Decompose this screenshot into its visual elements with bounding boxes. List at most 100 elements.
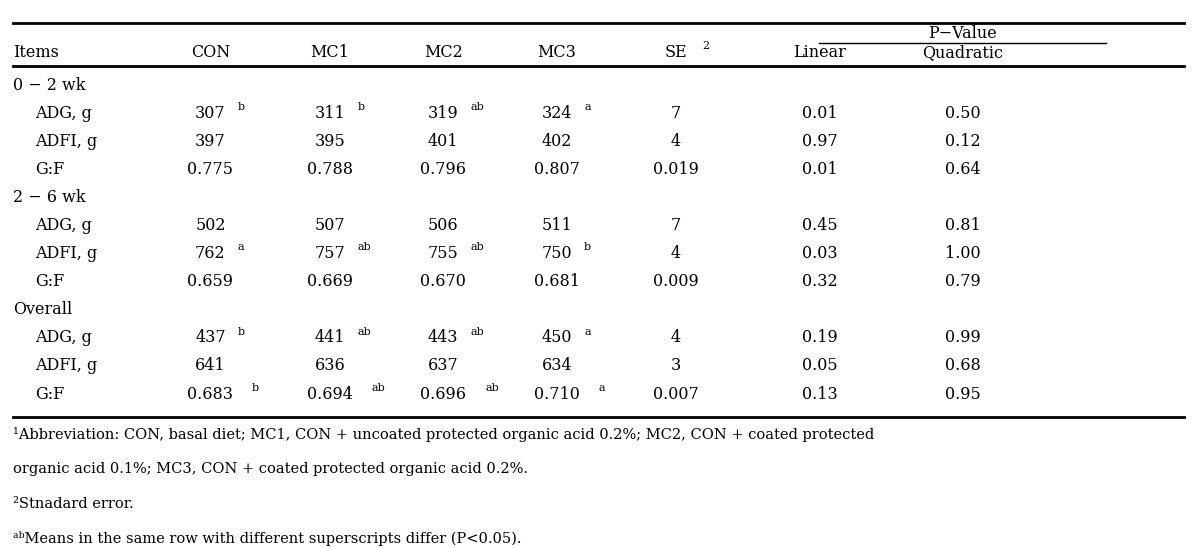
Text: 636: 636 [315, 357, 345, 374]
Text: ᵃᵇMeans in the same row with different superscripts differ (P<0.05).: ᵃᵇMeans in the same row with different s… [13, 531, 522, 546]
Text: 7: 7 [672, 105, 681, 122]
Text: 634: 634 [541, 357, 572, 374]
Text: a: a [598, 383, 606, 392]
Text: Quadratic: Quadratic [922, 44, 1003, 61]
Text: 437: 437 [195, 329, 226, 346]
Text: MC3: MC3 [537, 44, 576, 61]
Text: 0.99: 0.99 [944, 329, 980, 346]
Text: 307: 307 [195, 105, 226, 122]
Text: 0.659: 0.659 [188, 273, 233, 290]
Text: a: a [584, 327, 591, 336]
Text: G:F: G:F [35, 161, 65, 178]
Text: 0.01: 0.01 [802, 105, 837, 122]
Text: 506: 506 [429, 217, 458, 234]
Text: 755: 755 [427, 246, 458, 262]
Text: 441: 441 [315, 329, 345, 346]
Text: 397: 397 [195, 133, 226, 150]
Text: 511: 511 [541, 217, 572, 234]
Text: 502: 502 [195, 217, 225, 234]
Text: 0.50: 0.50 [944, 105, 980, 122]
Text: 0.681: 0.681 [534, 273, 579, 290]
Text: 2: 2 [703, 41, 710, 51]
Text: 0.05: 0.05 [802, 357, 837, 374]
Text: ADG, g: ADG, g [35, 105, 92, 122]
Text: 3: 3 [672, 357, 681, 374]
Text: 0.13: 0.13 [802, 385, 838, 403]
Text: 0.95: 0.95 [944, 385, 980, 403]
Text: 507: 507 [315, 217, 345, 234]
Text: ADFI, g: ADFI, g [35, 357, 97, 374]
Text: ab: ab [470, 327, 485, 336]
Text: organic acid 0.1%; MC3, CON + coated protected organic acid 0.2%.: organic acid 0.1%; MC3, CON + coated pro… [13, 462, 528, 476]
Text: 0.68: 0.68 [944, 357, 980, 374]
Text: 4: 4 [672, 329, 681, 346]
Text: 450: 450 [541, 329, 572, 346]
Text: 402: 402 [541, 133, 572, 150]
Text: 762: 762 [195, 246, 226, 262]
Text: 319: 319 [427, 105, 458, 122]
Text: ADFI, g: ADFI, g [35, 246, 97, 262]
Text: 1.00: 1.00 [944, 246, 980, 262]
Text: ¹Abbreviation: CON, basal diet; MC1, CON + uncoated protected organic acid 0.2%;: ¹Abbreviation: CON, basal diet; MC1, CON… [13, 427, 875, 442]
Text: Items: Items [13, 44, 59, 61]
Text: 395: 395 [315, 133, 345, 150]
Text: 0.19: 0.19 [802, 329, 838, 346]
Text: 757: 757 [315, 246, 345, 262]
Text: 324: 324 [541, 105, 572, 122]
Text: 0.03: 0.03 [802, 246, 837, 262]
Text: ab: ab [485, 383, 499, 392]
Text: SE: SE [664, 44, 687, 61]
Text: 4: 4 [672, 133, 681, 150]
Text: b: b [238, 102, 245, 112]
Text: ab: ab [357, 327, 371, 336]
Text: 311: 311 [315, 105, 345, 122]
Text: ab: ab [357, 242, 371, 253]
Text: P−Value: P−Value [929, 25, 997, 42]
Text: Linear: Linear [792, 44, 846, 61]
Text: a: a [238, 242, 244, 253]
Text: 0.775: 0.775 [188, 161, 233, 178]
Text: 4: 4 [672, 246, 681, 262]
Text: 0.788: 0.788 [306, 161, 353, 178]
Text: 0.01: 0.01 [802, 161, 837, 178]
Text: G:F: G:F [35, 273, 65, 290]
Text: 0.807: 0.807 [534, 161, 579, 178]
Text: a: a [584, 102, 591, 112]
Text: 637: 637 [427, 357, 458, 374]
Text: 750: 750 [541, 246, 572, 262]
Text: 0.019: 0.019 [654, 161, 699, 178]
Text: 0.97: 0.97 [802, 133, 838, 150]
Text: 0.683: 0.683 [188, 385, 233, 403]
Text: 0.007: 0.007 [654, 385, 699, 403]
Text: ADG, g: ADG, g [35, 329, 92, 346]
Text: 0.12: 0.12 [944, 133, 980, 150]
Text: 0.64: 0.64 [944, 161, 980, 178]
Text: 443: 443 [429, 329, 458, 346]
Text: 0.009: 0.009 [654, 273, 699, 290]
Text: 0.696: 0.696 [420, 385, 467, 403]
Text: b: b [238, 327, 245, 336]
Text: 0.670: 0.670 [420, 273, 466, 290]
Text: Overall: Overall [13, 301, 73, 318]
Text: 0.79: 0.79 [944, 273, 980, 290]
Text: b: b [357, 102, 364, 112]
Text: 0.669: 0.669 [306, 273, 353, 290]
Text: ADG, g: ADG, g [35, 217, 92, 234]
Text: 7: 7 [672, 217, 681, 234]
Text: ²Stnadard error.: ²Stnadard error. [13, 496, 134, 511]
Text: 0.32: 0.32 [802, 273, 837, 290]
Text: ab: ab [371, 383, 385, 392]
Text: 0.81: 0.81 [944, 217, 980, 234]
Text: b: b [253, 383, 260, 392]
Text: ab: ab [470, 102, 485, 112]
Text: 0.45: 0.45 [802, 217, 837, 234]
Text: MC2: MC2 [424, 44, 462, 61]
Text: G:F: G:F [35, 385, 65, 403]
Text: ADFI, g: ADFI, g [35, 133, 97, 150]
Text: b: b [584, 242, 591, 253]
Text: 2 − 6 wk: 2 − 6 wk [13, 189, 86, 206]
Text: 0.694: 0.694 [306, 385, 353, 403]
Text: 401: 401 [429, 133, 458, 150]
Text: 0.796: 0.796 [420, 161, 467, 178]
Text: CON: CON [190, 44, 230, 61]
